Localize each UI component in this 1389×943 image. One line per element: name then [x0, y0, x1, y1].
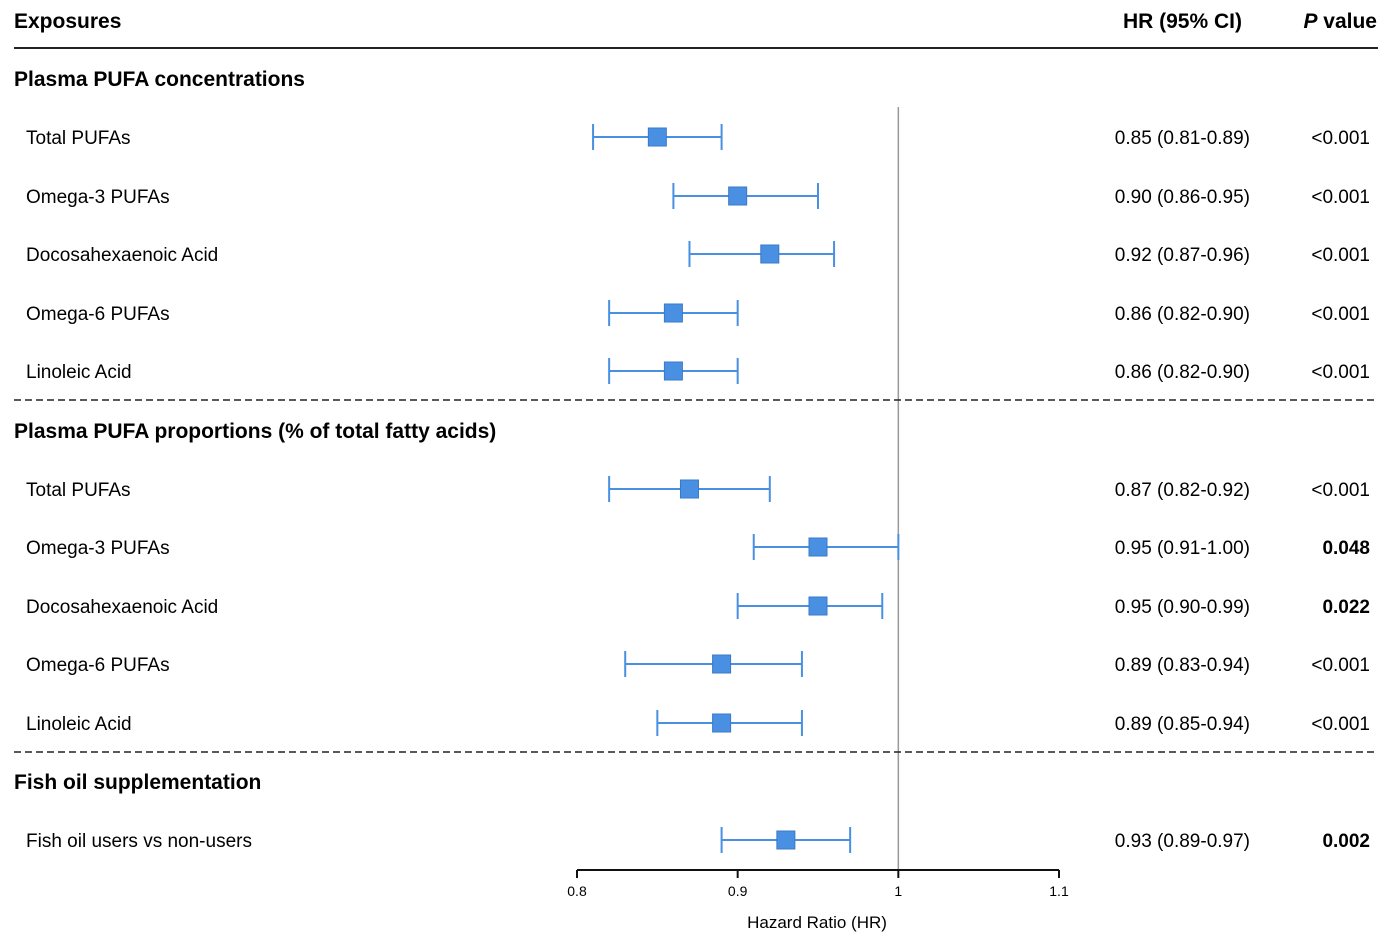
- row-label: Docosahexaenoic Acid: [26, 597, 218, 618]
- p-value: <0.001: [1311, 480, 1370, 501]
- p-value: 0.022: [1322, 597, 1370, 618]
- hr-marker: [776, 830, 796, 850]
- row-label: Total PUFAs: [26, 128, 131, 149]
- hr-marker: [808, 596, 828, 616]
- hr-marker: [760, 244, 780, 264]
- hr-ci-value: 0.85 (0.81-0.89): [1115, 128, 1250, 149]
- hr-ci-value: 0.95 (0.91-1.00): [1115, 538, 1250, 559]
- x-tick-label: 0.9: [728, 883, 748, 899]
- group-title: Plasma PUFA proportions (% of total fatt…: [14, 420, 496, 443]
- x-tick-label: 0.8: [567, 883, 587, 899]
- header-hr-ci: HR (95% CI): [1123, 10, 1242, 33]
- hr-ci-value: 0.89 (0.85-0.94): [1115, 714, 1250, 735]
- header-p-rest: value: [1317, 10, 1377, 33]
- row-label: Linoleic Acid: [26, 362, 132, 383]
- hr-marker: [663, 303, 683, 323]
- group-title: Plasma PUFA concentrations: [14, 68, 305, 91]
- x-tick-label: 1: [894, 883, 902, 899]
- hr-ci-value: 0.90 (0.86-0.95): [1115, 187, 1250, 208]
- p-value: <0.001: [1311, 362, 1370, 383]
- header-exposures: Exposures: [14, 10, 121, 33]
- p-value: <0.001: [1311, 714, 1370, 735]
- header-p-italic: P: [1303, 10, 1318, 33]
- p-value: 0.048: [1322, 538, 1370, 559]
- header-p-value: P value: [1303, 10, 1377, 33]
- hr-marker: [728, 186, 748, 206]
- row-label: Linoleic Acid: [26, 714, 132, 735]
- hr-ci-value: 0.86 (0.82-0.90): [1115, 304, 1250, 325]
- hr-ci-value: 0.95 (0.90-0.99): [1115, 597, 1250, 618]
- p-value: <0.001: [1311, 187, 1370, 208]
- hr-marker: [663, 361, 683, 381]
- hr-ci-value: 0.89 (0.83-0.94): [1115, 655, 1250, 676]
- hr-ci-value: 0.92 (0.87-0.96): [1115, 245, 1250, 266]
- row-label: Docosahexaenoic Acid: [26, 245, 218, 266]
- p-value: <0.001: [1311, 128, 1370, 149]
- row-label: Fish oil users vs non-users: [26, 831, 252, 852]
- hr-marker: [647, 127, 667, 147]
- hr-ci-value: 0.93 (0.89-0.97): [1115, 831, 1250, 852]
- hr-marker: [808, 537, 828, 557]
- row-label: Omega-3 PUFAs: [26, 538, 170, 559]
- hr-marker: [712, 654, 732, 674]
- hr-marker: [712, 713, 732, 733]
- x-tick-label: 1.1: [1049, 883, 1069, 899]
- plot-layer: Plasma PUFA concentrations Total PUFAs 0.8…: [14, 68, 1378, 932]
- row-label: Omega-6 PUFAs: [26, 304, 170, 325]
- p-value: <0.001: [1311, 304, 1370, 325]
- x-axis-title: Hazard Ratio (HR): [747, 913, 887, 932]
- row-label: Total PUFAs: [26, 480, 131, 501]
- row-label: Omega-6 PUFAs: [26, 655, 170, 676]
- hr-ci-value: 0.87 (0.82-0.92): [1115, 480, 1250, 501]
- hr-marker: [679, 479, 699, 499]
- p-value: <0.001: [1311, 655, 1370, 676]
- p-value: 0.002: [1322, 831, 1370, 852]
- p-value: <0.001: [1311, 245, 1370, 266]
- row-label: Omega-3 PUFAs: [26, 187, 170, 208]
- hr-ci-value: 0.86 (0.82-0.90): [1115, 362, 1250, 383]
- group-title: Fish oil supplementation: [14, 771, 261, 794]
